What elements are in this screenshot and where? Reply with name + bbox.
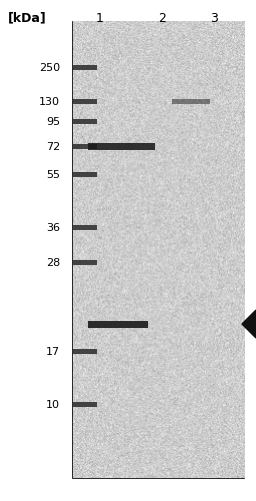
Text: 1: 1 (96, 12, 104, 25)
Text: 130: 130 (39, 97, 60, 107)
Text: 36: 36 (46, 222, 60, 232)
Text: 3: 3 (210, 12, 218, 25)
Text: 250: 250 (39, 63, 60, 73)
Text: 10: 10 (46, 399, 60, 409)
Text: 72: 72 (46, 142, 60, 152)
Bar (172, 99, 210, 104)
Bar (72, 225, 97, 230)
Bar (88, 321, 148, 328)
Text: 55: 55 (46, 170, 60, 180)
Bar (72, 402, 97, 407)
Bar (72, 172, 97, 177)
Text: 17: 17 (46, 346, 60, 356)
Bar (73, 23, 244, 478)
Bar (72, 99, 97, 104)
Bar (72, 144, 97, 149)
Text: 2: 2 (158, 12, 166, 25)
Bar (88, 143, 155, 150)
Text: [kDa]: [kDa] (8, 12, 47, 25)
Bar (72, 260, 97, 265)
Bar (72, 349, 97, 354)
Text: 95: 95 (46, 117, 60, 127)
Polygon shape (242, 311, 256, 338)
Text: 28: 28 (46, 258, 60, 268)
Bar (72, 65, 97, 70)
Bar (72, 119, 97, 124)
